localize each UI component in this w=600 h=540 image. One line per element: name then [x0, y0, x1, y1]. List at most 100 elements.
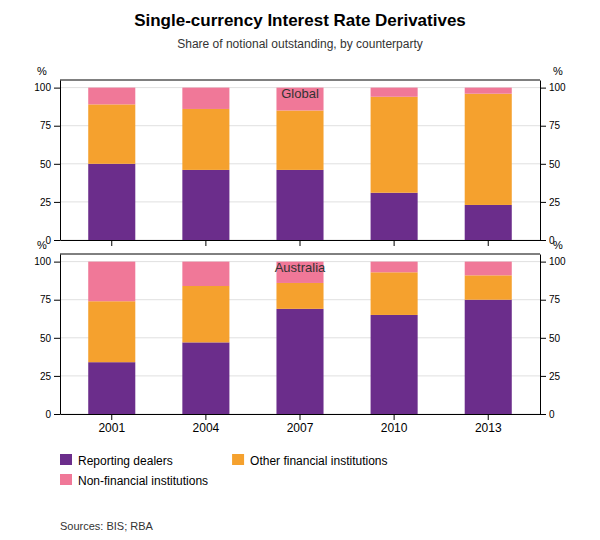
tick-mark	[111, 414, 112, 420]
tick	[300, 240, 301, 246]
tick-mark	[54, 376, 60, 377]
bar	[182, 342, 229, 414]
chart: Single-currency Interest Rate Derivative…	[0, 0, 600, 540]
tick	[488, 240, 489, 246]
tick-mark	[54, 338, 60, 339]
bar	[276, 309, 323, 414]
legend-swatch	[232, 454, 244, 465]
tick-mark	[54, 88, 60, 89]
bars	[88, 88, 512, 240]
bar	[465, 94, 512, 205]
tick-label: 0	[549, 409, 555, 420]
tick-label: 25	[549, 197, 561, 208]
grid	[60, 88, 540, 240]
bar	[276, 110, 323, 169]
title: Single-currency Interest Rate Derivative…	[134, 11, 466, 30]
axis-line	[60, 255, 61, 415]
bar	[371, 88, 418, 97]
frame-line	[60, 254, 540, 255]
tick-label: 25	[40, 197, 52, 208]
subtitle: Share of notional outstanding, by counte…	[177, 37, 423, 51]
tick: 2010	[381, 414, 408, 435]
tick: 25	[540, 371, 561, 382]
tick: 2013	[475, 414, 502, 435]
tick: 0	[45, 235, 60, 246]
tick-label: 2004	[193, 421, 220, 435]
legend-item: Non-financial institutions	[60, 474, 208, 488]
bar	[88, 88, 135, 105]
tick-label: 75	[40, 294, 52, 305]
tick-mark	[205, 414, 206, 420]
y-axis: 0 25 50 75 100	[34, 81, 60, 246]
tick-mark	[540, 164, 546, 165]
y2-axis-label: %	[553, 239, 563, 251]
x-axis: 2001 2004 2007 2010 2013	[61, 414, 541, 435]
tick-mark	[540, 300, 546, 301]
tick-mark	[205, 240, 206, 246]
tick-mark	[488, 240, 489, 246]
tick: 25	[40, 197, 60, 208]
panel-title: Global	[281, 86, 319, 101]
legend-swatch	[60, 454, 72, 465]
tick: 50	[40, 159, 60, 170]
tick-mark	[54, 240, 60, 241]
y2-axis-label: %	[553, 65, 563, 77]
tick-mark	[540, 376, 546, 377]
bar	[465, 275, 512, 299]
bar	[465, 88, 512, 94]
bar	[88, 301, 135, 362]
bar	[371, 193, 418, 240]
legend-item: Reporting dealers	[60, 454, 173, 468]
tick-mark	[394, 240, 395, 246]
tick-mark	[54, 164, 60, 165]
bar	[88, 262, 135, 302]
legend-label: Reporting dealers	[78, 454, 173, 468]
tick-label: 100	[549, 256, 566, 267]
tick: 0	[540, 409, 555, 420]
tick-label: 2007	[287, 421, 314, 435]
bar	[465, 205, 512, 240]
tick-label: 25	[549, 371, 561, 382]
bar	[371, 262, 418, 273]
tick-mark	[540, 202, 546, 203]
tick-label: 100	[549, 82, 566, 93]
tick-label: 50	[549, 333, 561, 344]
tick-label: 75	[549, 294, 561, 305]
tick-label: 2001	[98, 421, 125, 435]
frame-line	[60, 80, 540, 81]
axis-line	[540, 81, 541, 241]
y-axis-label: %	[37, 239, 47, 251]
tick-mark	[540, 414, 546, 415]
legend: Reporting dealersOther financial institu…	[60, 454, 387, 488]
legend-swatch	[60, 474, 72, 485]
tick-mark	[54, 414, 60, 415]
tick-mark	[300, 414, 301, 420]
tick-mark	[54, 202, 60, 203]
tick-mark	[394, 414, 395, 420]
tick: 75	[40, 294, 60, 305]
tick-label: 100	[34, 256, 51, 267]
tick: 100	[540, 256, 566, 267]
bar	[276, 283, 323, 309]
annotation: Sources: BIS; RBA	[60, 520, 154, 532]
x-axis	[61, 240, 541, 246]
legend-label: Non-financial institutions	[78, 474, 208, 488]
tick: 25	[540, 197, 561, 208]
bar	[371, 272, 418, 315]
bar	[182, 109, 229, 170]
bar	[371, 315, 418, 414]
tick: 100	[34, 256, 60, 267]
bar	[371, 97, 418, 193]
panel: 02550751000255075100Global%%	[34, 65, 566, 246]
tick-mark	[540, 88, 546, 89]
bar	[88, 164, 135, 240]
tick: 75	[40, 120, 60, 131]
tick-label: 100	[34, 82, 51, 93]
bar	[182, 88, 229, 109]
tick-mark	[540, 338, 546, 339]
bar	[88, 362, 135, 414]
bar	[182, 170, 229, 240]
tick-mark	[488, 414, 489, 420]
panel: 0255075100025507510020012004200720102013…	[34, 239, 566, 435]
tick	[111, 240, 112, 246]
